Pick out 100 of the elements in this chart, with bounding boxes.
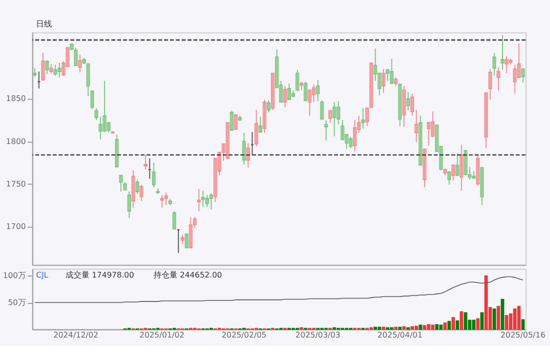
candlestick <box>504 56 508 74</box>
bar <box>456 320 460 330</box>
candlestick <box>172 210 176 230</box>
candlestick <box>74 47 78 66</box>
y-tick-label: 1750 <box>6 179 26 188</box>
y-tick-label: 100万 <box>2 271 26 280</box>
candlestick <box>300 81 304 91</box>
candlestick <box>480 166 484 206</box>
candlestick <box>45 60 49 75</box>
bar <box>435 324 439 330</box>
candlestick <box>90 90 94 110</box>
candlestick <box>386 68 390 82</box>
candlestick <box>119 174 123 192</box>
candlestick <box>496 66 500 91</box>
candlestick <box>209 192 214 210</box>
candlestick <box>439 146 443 171</box>
candlestick <box>205 194 209 208</box>
candlestick <box>361 108 365 130</box>
candlestick <box>291 90 296 98</box>
candlestick <box>357 115 361 134</box>
candlestick <box>94 108 98 121</box>
candlestick <box>378 72 382 96</box>
candlestick <box>464 149 468 176</box>
candlestick <box>468 166 472 180</box>
candlestick <box>32 68 37 78</box>
candlestick <box>460 144 464 192</box>
candlestick <box>197 188 201 212</box>
candlestick <box>279 80 283 103</box>
candlestick <box>398 84 402 126</box>
candlestick <box>287 82 291 100</box>
bar <box>402 326 406 330</box>
candlestick <box>492 52 496 76</box>
candlestick <box>320 100 324 120</box>
x-tick-label: 2025/04/01 <box>377 330 422 340</box>
candlestick <box>344 134 348 150</box>
candlestick <box>266 100 270 113</box>
candlestick <box>66 47 70 68</box>
y-tick-label: 1800 <box>6 136 26 146</box>
candlestick <box>451 164 456 182</box>
bar <box>422 325 426 330</box>
candlestick <box>226 122 230 159</box>
x-tick-label: 2025/01/02 <box>140 330 184 340</box>
candlestick <box>246 142 250 168</box>
candlestick <box>98 116 102 140</box>
candlestick <box>164 192 168 206</box>
candlestick <box>275 48 279 88</box>
text: 日线 <box>36 19 52 28</box>
bar <box>484 275 488 330</box>
candlestick <box>136 179 140 195</box>
candlestick <box>70 42 74 50</box>
bar <box>439 324 443 330</box>
candlestick <box>213 158 218 202</box>
candlestick <box>184 232 188 248</box>
candlestick <box>58 62 62 78</box>
bar <box>492 308 496 330</box>
bar <box>447 320 451 330</box>
candlestick <box>332 102 336 137</box>
candlestick <box>49 63 54 74</box>
candlestick <box>476 154 480 186</box>
bar <box>443 322 447 330</box>
candlestick <box>312 84 316 103</box>
candlestick <box>500 34 504 70</box>
candlestick <box>369 62 374 109</box>
candlestick <box>435 124 439 152</box>
candlestick <box>234 114 238 130</box>
bar <box>460 311 464 330</box>
candlestick <box>296 69 300 91</box>
candlestick <box>262 99 266 134</box>
candlestick <box>394 76 398 86</box>
bar <box>426 324 430 330</box>
candlestick <box>106 122 110 134</box>
x-tick-label: 2025/03/03 <box>295 330 340 340</box>
candlestick <box>488 68 492 100</box>
bar <box>410 326 414 330</box>
candlestick <box>152 162 156 188</box>
candlestick <box>53 64 58 76</box>
candlestick <box>430 111 435 138</box>
candlestick <box>521 68 525 84</box>
candlestick <box>484 92 488 149</box>
candlestick <box>456 152 460 176</box>
x-tick-label: 2025/05/16 <box>500 330 546 340</box>
bar <box>517 306 521 330</box>
candlestick <box>517 42 521 78</box>
candlestick <box>180 234 184 244</box>
candlestick <box>512 64 517 94</box>
candlestick <box>382 68 386 94</box>
annotation: CJL <box>36 270 49 280</box>
candlestick <box>472 170 476 180</box>
candlestick <box>102 80 106 132</box>
candlestick <box>62 60 66 76</box>
candlestick <box>131 170 136 208</box>
candlestick <box>410 93 414 116</box>
candlestick <box>86 63 90 97</box>
bar <box>464 312 468 330</box>
candlestick <box>402 85 406 128</box>
y-tick-label: 50万 <box>8 298 26 307</box>
candlestick <box>304 81 308 102</box>
candlestick <box>426 121 430 146</box>
candlestick <box>373 48 378 82</box>
bar <box>496 306 500 330</box>
